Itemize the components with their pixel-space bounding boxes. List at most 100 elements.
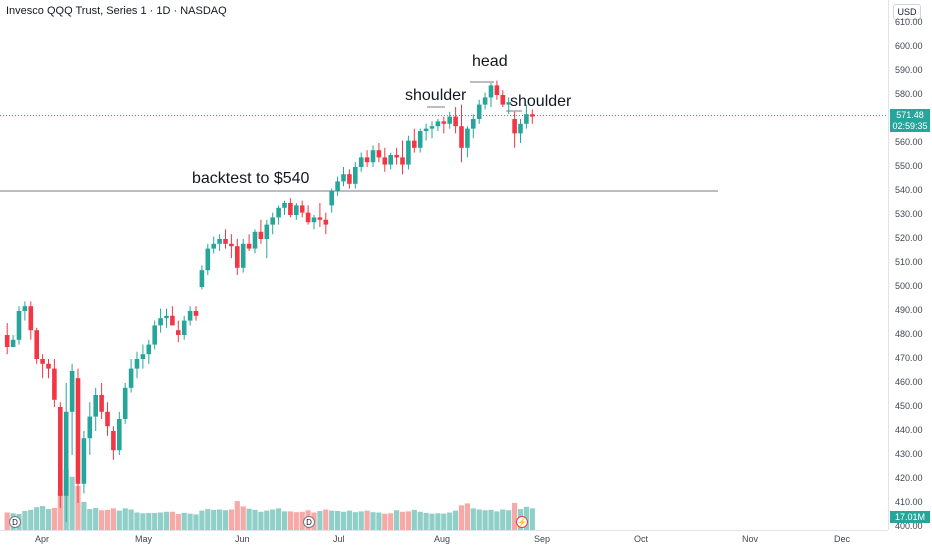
candle-body [364,157,370,163]
dividend-marker[interactable]: D [9,516,21,528]
last-price-badge: 571.48 02:59:35 [890,109,930,132]
candle-body [229,243,234,247]
volume-bar [287,511,293,530]
candle-body [246,243,252,249]
candle-body [217,239,222,244]
candle-body [476,104,482,119]
volume-bar [435,513,441,530]
volume-bar [222,510,229,530]
dividend-marker[interactable]: D [303,516,315,528]
candle-body [146,344,152,355]
candle-body [240,243,246,268]
candle-body [305,212,311,223]
volume-bar [211,509,217,530]
candle-body [211,243,216,249]
price-axis-divider [888,0,889,530]
candle-body [170,315,175,326]
annotation-backtest[interactable]: backtest to $540 [192,170,310,187]
volume-bar [394,510,400,530]
candle-body [140,354,146,359]
candle-body [347,174,352,184]
volume-bar [346,510,352,530]
price-axis-label: 610.00 [895,17,923,27]
price-axis-label: 590.00 [895,65,923,75]
candle-body [299,205,305,213]
volume-bar [323,509,329,530]
candle-body [441,121,447,124]
candle-body [388,155,393,165]
candle-body [81,438,87,484]
volume-bar [217,509,223,530]
candle-body [52,368,57,400]
earnings-flash-icon[interactable]: ⚡ [516,516,528,528]
candle-body [34,330,39,359]
candle-body [471,119,476,129]
candle-body [329,191,334,206]
candle-body [235,246,240,268]
candle-body [294,205,299,215]
volume-bar [482,510,488,530]
annotation-head[interactable]: head [472,53,508,70]
annotation-right-shoulder[interactable]: shoulder [510,93,572,110]
candle-body [435,121,441,127]
volume-bar [358,511,364,530]
volume-bar [364,510,370,530]
candle-body [494,85,500,95]
volume-bar [28,509,34,530]
volume-bar [228,509,234,530]
currency-button[interactable]: USD [893,4,921,20]
volume-bar [152,512,158,530]
volume-bar [75,485,81,530]
candle-body [323,219,329,225]
candle-body [223,239,228,244]
price-axis-label: 550.00 [895,161,923,171]
candle-body [158,318,163,326]
volume-bar [264,510,270,530]
time-axis-label: Jun [235,534,250,544]
candle-body [128,368,134,388]
candle-body [176,330,181,335]
volume-bar [506,510,512,530]
candle-body [258,231,264,239]
volume-badge: 17.01M [890,511,930,523]
volume-bar [169,511,175,530]
volume-bar [57,491,63,530]
candle-body [447,116,452,124]
price-axis-label: 460.00 [895,377,923,387]
candle-body [4,335,10,347]
candle-body [288,203,293,215]
time-axis-label: May [135,534,153,544]
volume-bar [376,512,382,530]
volume-bar [163,511,170,530]
candle-body [518,123,523,134]
volume-bar [500,509,506,530]
candle-body [465,128,470,148]
volume-bar [352,512,358,530]
volume-bar [441,513,447,530]
volume-bar [382,513,388,530]
volume-bar [464,503,470,530]
candle-body [512,119,517,134]
annotation-left-shoulder[interactable]: shoulder [405,87,467,104]
bar-countdown: 02:59:35 [892,121,928,131]
volume-bar [423,512,429,530]
volume-bar [317,511,323,530]
candle-body [28,306,34,331]
volume-bar [335,511,341,530]
candle-body [406,140,411,165]
candle-body [22,306,28,311]
price-axis-label: 580.00 [895,89,923,99]
volume-bar [453,510,459,530]
volume-bar [494,511,500,530]
candle-body [482,97,488,105]
candle-body [429,126,435,129]
candle-body [317,217,323,220]
volume-bar [417,511,423,530]
volume-bar [270,509,276,530]
candle-body [412,140,417,148]
volume-bar [252,509,258,530]
volume-bar [429,513,435,530]
candle-body [282,203,287,208]
candle-body [506,102,511,105]
